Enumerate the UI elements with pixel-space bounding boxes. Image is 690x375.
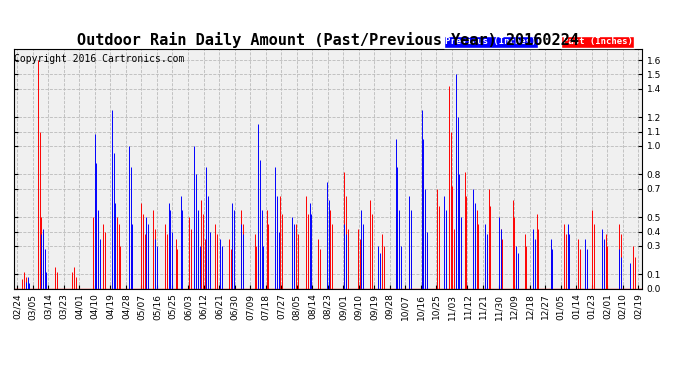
Title: Outdoor Rain Daily Amount (Past/Previous Year) 20160224: Outdoor Rain Daily Amount (Past/Previous… (77, 32, 579, 48)
Text: Previous (Inches): Previous (Inches) (445, 38, 537, 46)
Text: Past (Inches): Past (Inches) (563, 38, 633, 46)
Text: Copyright 2016 Cartronics.com: Copyright 2016 Cartronics.com (14, 54, 185, 63)
